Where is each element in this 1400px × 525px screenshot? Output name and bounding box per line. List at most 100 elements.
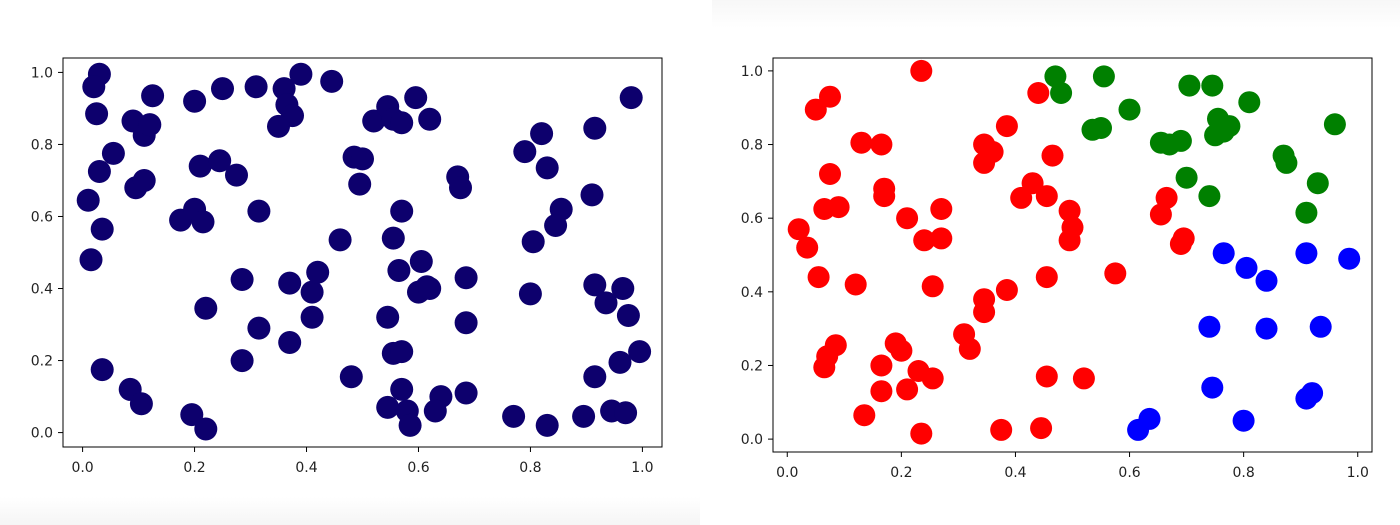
scatter-point: [362, 109, 386, 133]
scatter-point: [225, 163, 248, 187]
scatter-point: [910, 422, 933, 445]
scatter-point: [819, 85, 841, 108]
scatter-point: [180, 403, 204, 427]
scatter-point: [1178, 74, 1201, 97]
scatter-point: [101, 141, 125, 165]
data-points: [76, 62, 652, 441]
scatter-point: [390, 377, 414, 401]
y-tick-label: 0.6: [741, 211, 763, 227]
scatter-point: [409, 250, 433, 273]
scatter-point: [454, 266, 478, 290]
x-tick-label: 0.0: [71, 460, 93, 476]
scatter-point: [870, 354, 893, 377]
scatter-point: [278, 271, 302, 295]
scatter-point: [921, 367, 944, 390]
scatter-point: [404, 86, 428, 110]
scatter-point: [328, 228, 352, 252]
scatter-point: [1323, 113, 1346, 136]
scatter-point: [85, 102, 109, 126]
scatter-point: [183, 89, 207, 113]
x-tick-label: 0.4: [295, 460, 317, 476]
scatter-point: [535, 156, 559, 180]
scatter-point: [1255, 269, 1278, 292]
x-tick-label: 0.8: [519, 460, 541, 476]
scatter-point: [1035, 185, 1058, 208]
scatter-point: [513, 140, 537, 164]
scatter-point: [973, 151, 996, 174]
scatter-point: [129, 392, 153, 416]
scatter-point: [813, 356, 836, 379]
scatter-point: [913, 229, 936, 252]
scatter-point: [611, 277, 635, 300]
scatter-point: [1104, 262, 1127, 285]
scatter-point: [1021, 172, 1044, 195]
scatter-point: [1235, 256, 1258, 279]
scatter-point: [449, 176, 472, 200]
scatter-point: [608, 350, 632, 374]
scatter-point: [267, 114, 290, 138]
scatter-point: [910, 59, 933, 82]
scatter-point: [1306, 172, 1329, 195]
scatter-point: [1092, 65, 1115, 88]
scatter-point: [1218, 115, 1241, 138]
x-tick-label: 0.0: [776, 465, 798, 481]
scatter-point: [230, 349, 254, 373]
scatter-point: [973, 301, 996, 324]
scatter-point: [1035, 266, 1058, 289]
scatter-point: [1172, 227, 1195, 250]
scatter-point: [278, 331, 302, 354]
scatter-point: [1027, 82, 1050, 104]
y-tick-label: 1.0: [31, 65, 53, 81]
scatter-point: [398, 413, 422, 437]
scatter-point: [535, 413, 559, 437]
y-tick-label: 0.4: [741, 285, 763, 301]
scatter-point: [300, 305, 324, 329]
y-tick-label: 0.0: [31, 426, 53, 442]
scatter-point: [1255, 317, 1278, 340]
scatter-point: [454, 381, 478, 405]
scatter-point: [807, 266, 830, 289]
scatter-point: [930, 198, 953, 220]
scatter-point: [1212, 242, 1235, 265]
scatter-point: [306, 260, 330, 284]
right-chart-panel: 0.0 0.2 0.4 0.6 0.8 1.0 0.0 0.2 0.4 0.6 0.8 1.0: [712, 0, 1400, 525]
scatter-point: [390, 199, 414, 223]
scatter-point: [614, 401, 638, 425]
scatter-point: [1198, 315, 1221, 338]
scatter-point: [873, 185, 896, 208]
scatter-point: [796, 236, 819, 259]
scatter-point: [1058, 199, 1081, 222]
scatter-point: [990, 418, 1013, 441]
left-scatter-plot: 0.0 0.2 0.4 0.6 0.8 1.0 0.0 0.2 0.4 0.6 0.8 1.0: [31, 57, 663, 476]
scatter-point: [1138, 407, 1161, 430]
scatter-point: [870, 380, 893, 403]
scatter-point: [1275, 151, 1298, 174]
x-tick-label: 0.8: [1233, 465, 1255, 481]
scatter-point: [1044, 65, 1067, 88]
scatter-point: [594, 291, 618, 315]
scatter-point: [921, 275, 944, 298]
y-tick-label: 0.8: [741, 138, 763, 154]
scatter-point: [1090, 117, 1112, 139]
scatter-point: [619, 86, 643, 110]
scatter-point: [247, 316, 271, 340]
scatter-point: [454, 311, 478, 335]
scatter-point: [844, 273, 867, 296]
scatter-point: [958, 337, 981, 360]
scatter-point: [90, 358, 114, 382]
scatter-point: [230, 268, 254, 291]
x-tick-label: 1.0: [631, 460, 653, 476]
scatter-point: [502, 404, 526, 428]
scatter-point: [819, 163, 841, 185]
scatter-point: [1301, 382, 1324, 405]
scatter-point: [191, 210, 215, 234]
right-panel-top-shadow: [712, 0, 1400, 28]
scatter-point: [521, 230, 545, 254]
right-scatter-plot: 0.0 0.2 0.4 0.6 0.8 1.0 0.0 0.2 0.4 0.6 0.8 1.0: [741, 57, 1373, 481]
scatter-point: [1175, 166, 1198, 189]
scatter-point: [583, 116, 607, 140]
scatter-point: [1201, 376, 1224, 399]
scatter-point: [870, 133, 893, 156]
scatter-point: [583, 365, 607, 389]
scatter-point: [930, 227, 953, 250]
